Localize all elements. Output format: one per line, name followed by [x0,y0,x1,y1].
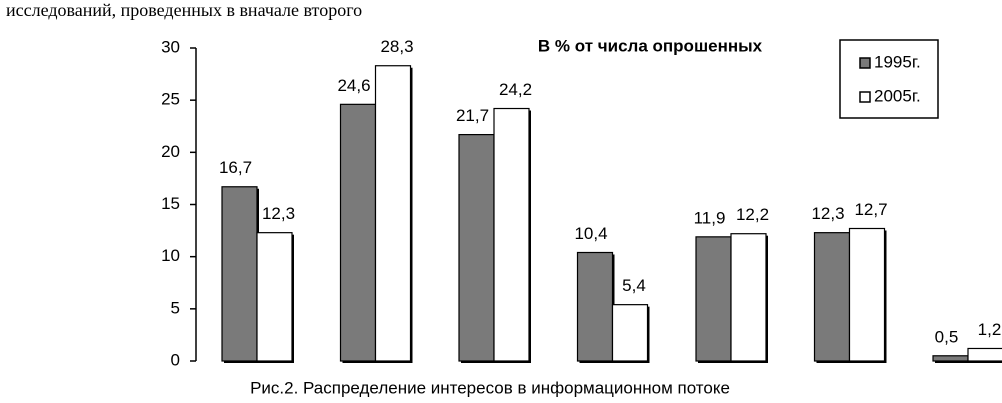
value-label: 1,2 [978,320,1002,339]
bar [576,251,614,362]
y-tick-label: 30 [161,37,180,56]
bar [493,107,530,362]
value-label: 21,7 [456,106,489,125]
legend-marker [859,91,871,103]
value-label: 24,6 [337,76,370,95]
bar [967,347,1002,362]
chart-title: В % от числа опрошенных [538,36,763,55]
value-label: 11,9 [694,208,726,227]
value-label: 5,4 [622,276,646,295]
value-label: 28,3 [380,37,413,56]
bar [848,227,886,362]
legend-label: 2005г. [874,86,921,105]
y-tick-label: 20 [161,142,180,161]
legend-label: 1995г. [874,52,921,71]
value-label: 10,4 [574,224,607,243]
value-label: 0,5 [935,327,959,346]
chart-caption: Рис.2. Распределение интересов в информа… [250,378,730,397]
bar [813,232,851,362]
bar [374,65,412,362]
legend-marker [859,57,871,69]
bar [932,355,969,362]
bar [339,103,377,362]
bar [256,232,293,362]
value-label: 12,7 [854,200,887,219]
y-tick-label: 5 [171,298,180,317]
y-tick-label: 15 [161,194,180,213]
value-label: 12,3 [811,204,844,223]
value-label: 24,2 [499,80,532,99]
bar [611,304,649,362]
legend-box [839,39,939,119]
bar [730,233,767,362]
value-label: 12,2 [736,205,769,224]
value-label: 16,7 [219,158,252,177]
bar [695,236,732,362]
bar [221,186,258,362]
value-label: 12,3 [262,204,295,223]
header-text: исследований, проведенных в вначале втор… [6,0,362,20]
y-tick-label: 0 [171,350,180,369]
y-tick-label: 25 [161,90,180,109]
bar [458,133,495,362]
y-tick-label: 10 [161,246,180,265]
